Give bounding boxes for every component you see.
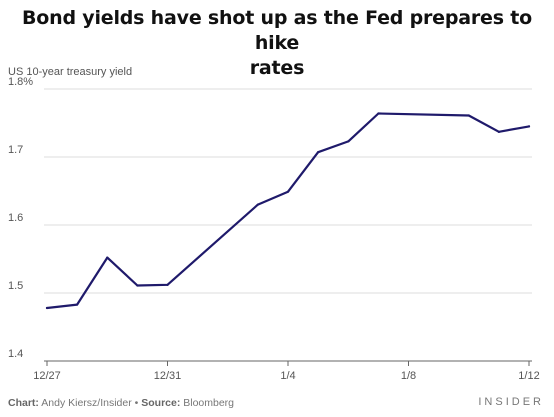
y-tick-label: 1.4	[8, 348, 23, 360]
x-tick-label: 1/8	[401, 370, 416, 382]
data-point	[45, 306, 49, 310]
credit-author: Andy Kiersz/Insider •	[38, 397, 142, 409]
x-tick-labels: 12/27 12/31 1/4 1/8 1/12	[33, 370, 539, 382]
data-point	[377, 112, 380, 115]
credit-label: Chart:	[8, 397, 39, 409]
y-tick-label: 1.8%	[8, 76, 33, 88]
data-point	[76, 303, 79, 306]
data-point	[286, 190, 290, 193]
series-line	[45, 112, 531, 310]
x-tick-label: 1/12	[518, 370, 539, 382]
data-point	[497, 130, 500, 133]
x-tick-label: 1/4	[280, 370, 295, 382]
y-tick-label: 1.5	[8, 280, 23, 292]
data-point	[527, 125, 531, 128]
grid-layer	[44, 88, 532, 366]
data-point	[467, 114, 470, 117]
x-tick-label: 12/27	[33, 370, 61, 382]
y-tick-labels: 1.8% 1.7 1.6 1.5 1.4	[8, 76, 33, 360]
data-point	[347, 140, 350, 143]
source-name: Bloomberg	[180, 397, 235, 409]
data-point	[317, 151, 320, 154]
source-label: Source:	[141, 397, 181, 409]
chart-title-line-2: rates	[249, 57, 305, 79]
data-point	[256, 203, 259, 206]
data-point	[166, 283, 169, 286]
y-axis-label: US 10-year treasury yield	[8, 66, 133, 78]
brand-logo: INSIDER	[478, 396, 544, 408]
x-tick-label: 12/31	[154, 370, 182, 382]
data-point	[106, 256, 109, 259]
chart-title: Bond yields have shot up as the Fed prep…	[0, 6, 554, 81]
y-tick-label: 1.7	[8, 144, 23, 156]
chart-credit: Chart: Andy Kiersz/Insider • Source: Blo…	[8, 397, 234, 409]
series-layer	[45, 112, 531, 310]
data-point	[136, 284, 139, 287]
y-tick-label: 1.6	[8, 212, 23, 224]
chart-title-line-1: Bond yields have shot up as the Fed prep…	[21, 7, 533, 54]
